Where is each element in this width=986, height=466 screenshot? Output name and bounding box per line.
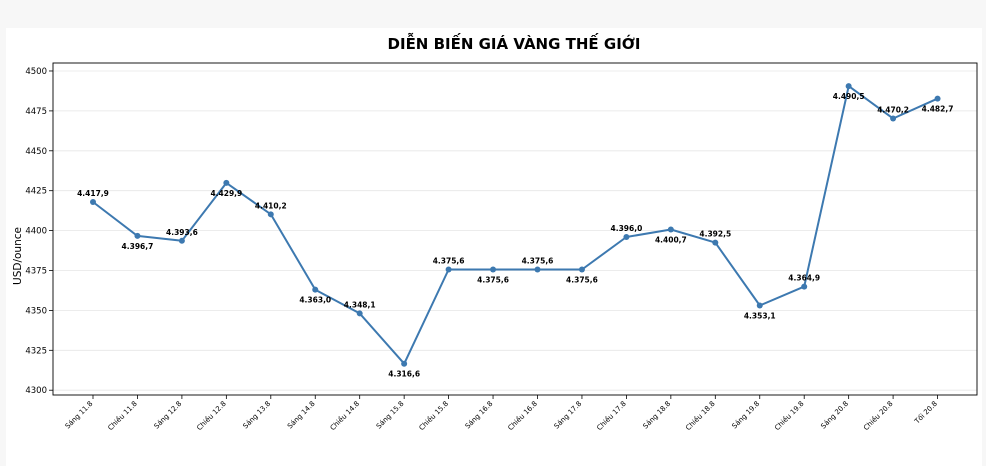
data-point <box>756 302 763 309</box>
y-tick-label: 4300 <box>25 386 47 396</box>
data-label: 4.482,7 <box>922 105 954 114</box>
data-label: 4.392,5 <box>699 230 731 239</box>
data-point <box>178 237 185 244</box>
x-tick-label: Sáng 12.8 <box>153 400 184 431</box>
y-tick-label: 4325 <box>25 346 47 356</box>
data-point <box>623 233 630 240</box>
data-point <box>401 360 408 367</box>
y-tick-label: 4450 <box>25 147 47 157</box>
x-tick-label: Sáng 13.8 <box>241 400 272 431</box>
data-point <box>356 310 363 317</box>
data-point <box>578 266 585 273</box>
x-tick-label: Chiều 17.8 <box>595 400 627 432</box>
x-tick-label: Chiều 14.8 <box>329 400 361 432</box>
data-point <box>534 266 541 273</box>
data-point <box>667 226 674 233</box>
x-tick-label: Sáng 17.8 <box>553 400 584 431</box>
x-tick-label: Sáng 19.8 <box>730 400 761 431</box>
data-label: 4.375,6 <box>433 257 465 266</box>
data-point <box>267 211 274 218</box>
data-label: 4.348,1 <box>344 300 376 309</box>
data-point <box>312 286 319 293</box>
x-tick-label: Sáng 14.8 <box>286 400 317 431</box>
data-point <box>890 115 897 122</box>
chart-figure: DIỄN BIẾN GIÁ VÀNG THẾ GIỚI USD/ounce 43… <box>6 28 982 466</box>
x-tick-label: Sáng 11.8 <box>64 400 95 431</box>
data-point <box>223 179 230 186</box>
y-tick-label: 4400 <box>25 227 47 237</box>
data-label: 4.490,5 <box>833 92 865 101</box>
y-tick-label: 4500 <box>25 67 47 77</box>
y-axis-ticks: 4300 4325 4350 4375 4400 4425 4450 4475 4500 <box>25 67 53 396</box>
data-label: 4.400,7 <box>655 235 687 244</box>
series-line <box>92 85 939 365</box>
data-label: 4.375,6 <box>477 276 509 285</box>
data-label: 4.410,2 <box>255 201 287 210</box>
x-tick-label: Tối 20.8 <box>913 400 939 426</box>
x-tick-label: Chiều 18.8 <box>684 400 716 432</box>
x-tick-label: Chiều 12.8 <box>195 400 227 432</box>
data-label: 4.375,6 <box>522 257 554 266</box>
data-point <box>934 95 941 102</box>
x-tick-label: Chiều 19.8 <box>773 400 805 432</box>
x-tick-label: Chiều 20.8 <box>862 400 894 432</box>
data-labels: 4.417,9 4.396,7 4.393,6 4.429,9 4.410,2 4.363… <box>77 92 953 379</box>
data-label: 4.364,9 <box>788 274 820 283</box>
data-point <box>845 83 852 90</box>
line-chart: DIỄN BIẾN GIÁ VÀNG THẾ GIỚI USD/ounce 43… <box>12 32 978 432</box>
x-tick-label: Sáng 16.8 <box>464 400 495 431</box>
data-label: 4.470,2 <box>877 106 909 115</box>
data-point <box>445 266 452 273</box>
x-tick-label: Sáng 18.8 <box>642 400 673 431</box>
data-label: 4.316,6 <box>388 370 420 379</box>
data-label: 4.353,1 <box>744 311 776 320</box>
data-point <box>134 232 141 239</box>
data-point <box>801 283 808 290</box>
data-label: 4.375,6 <box>566 276 598 285</box>
y-tick-label: 4475 <box>25 107 47 117</box>
y-axis-label: USD/ounce <box>12 227 24 285</box>
plot-area-frame <box>52 62 978 396</box>
data-point <box>712 239 719 246</box>
data-point <box>90 199 96 206</box>
price-series <box>90 83 941 367</box>
data-label: 4.396,7 <box>122 242 154 251</box>
data-label: 4.393,6 <box>166 228 198 237</box>
x-tick-label: Sáng 20.8 <box>819 400 850 431</box>
data-label: 4.417,9 <box>77 189 109 198</box>
x-tick-label: Chiều 15.8 <box>418 400 450 432</box>
x-tick-label: Sáng 15.8 <box>375 400 406 431</box>
y-tick-label: 4375 <box>25 267 47 277</box>
x-tick-label: Chiều 11.8 <box>106 400 138 432</box>
grid-lines <box>53 70 977 391</box>
data-point <box>490 266 497 273</box>
data-label: 4.363,0 <box>299 296 331 305</box>
y-tick-label: 4350 <box>25 306 47 316</box>
y-tick-label: 4425 <box>25 187 47 197</box>
data-label: 4.429,9 <box>210 189 242 198</box>
chart-title: DIỄN BIẾN GIÁ VÀNG THẾ GIỚI <box>388 32 641 53</box>
data-label: 4.396,0 <box>611 224 643 233</box>
x-tick-label: Chiều 16.8 <box>507 400 539 432</box>
x-axis-ticks: Sáng 11.8 Chiều 11.8 Sáng 12.8 Chiều 12.8 Sá… <box>64 395 939 432</box>
